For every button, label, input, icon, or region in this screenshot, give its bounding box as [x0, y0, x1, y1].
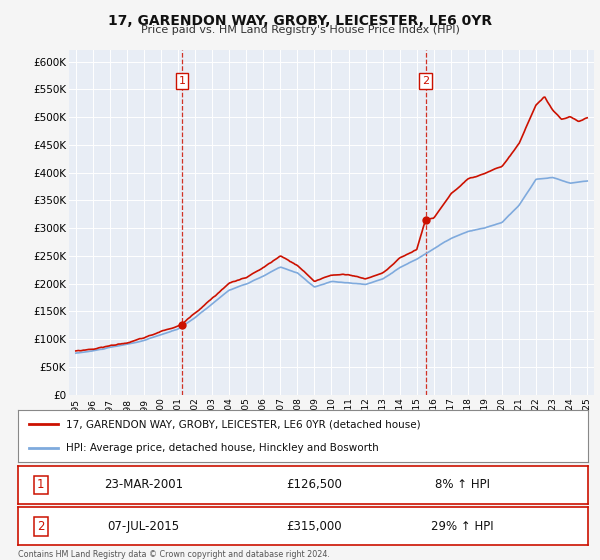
- Text: Price paid vs. HM Land Registry's House Price Index (HPI): Price paid vs. HM Land Registry's House …: [140, 25, 460, 35]
- Text: 07-JUL-2015: 07-JUL-2015: [107, 520, 179, 533]
- Text: 2: 2: [422, 76, 429, 86]
- Text: £126,500: £126,500: [286, 478, 343, 492]
- Text: 1: 1: [179, 76, 185, 86]
- Text: 2: 2: [37, 520, 44, 533]
- Text: 23-MAR-2001: 23-MAR-2001: [104, 478, 183, 492]
- Text: HPI: Average price, detached house, Hinckley and Bosworth: HPI: Average price, detached house, Hinc…: [67, 443, 379, 453]
- Text: 29% ↑ HPI: 29% ↑ HPI: [431, 520, 494, 533]
- Text: £315,000: £315,000: [287, 520, 342, 533]
- Text: Contains HM Land Registry data © Crown copyright and database right 2024.
This d: Contains HM Land Registry data © Crown c…: [18, 550, 330, 560]
- Text: 8% ↑ HPI: 8% ↑ HPI: [435, 478, 490, 492]
- Text: 17, GARENDON WAY, GROBY, LEICESTER, LE6 0YR (detached house): 17, GARENDON WAY, GROBY, LEICESTER, LE6 …: [67, 419, 421, 430]
- Text: 17, GARENDON WAY, GROBY, LEICESTER, LE6 0YR: 17, GARENDON WAY, GROBY, LEICESTER, LE6 …: [108, 14, 492, 28]
- Text: 1: 1: [37, 478, 44, 492]
